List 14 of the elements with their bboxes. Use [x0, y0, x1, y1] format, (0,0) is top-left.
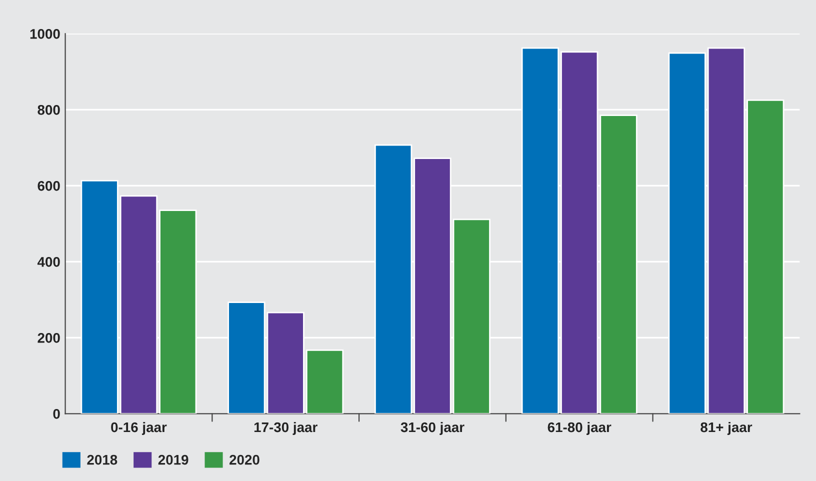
y-tick-label: 600 — [38, 181, 60, 191]
legend-label: 2018 — [87, 454, 118, 465]
y-tick-label: 0 — [53, 408, 60, 419]
y-tick-label: 200 — [38, 332, 60, 343]
y-tick-label: 1000 — [30, 29, 60, 39]
x-tick-label: 17-30 jaar — [254, 422, 318, 435]
y-tick-label: 800 — [38, 105, 60, 115]
x-tick-label: 61-80 jaar — [548, 422, 612, 435]
x-tick-label: 0-16 jaar — [111, 422, 167, 435]
y-tick-label: 400 — [37, 257, 60, 267]
legend-label: 2020 — [230, 454, 260, 465]
x-tick-label: 31-60 jaar — [400, 422, 464, 435]
x-tick-label: 81+ jaar — [700, 422, 752, 435]
legend-label: 2019 — [158, 454, 188, 465]
